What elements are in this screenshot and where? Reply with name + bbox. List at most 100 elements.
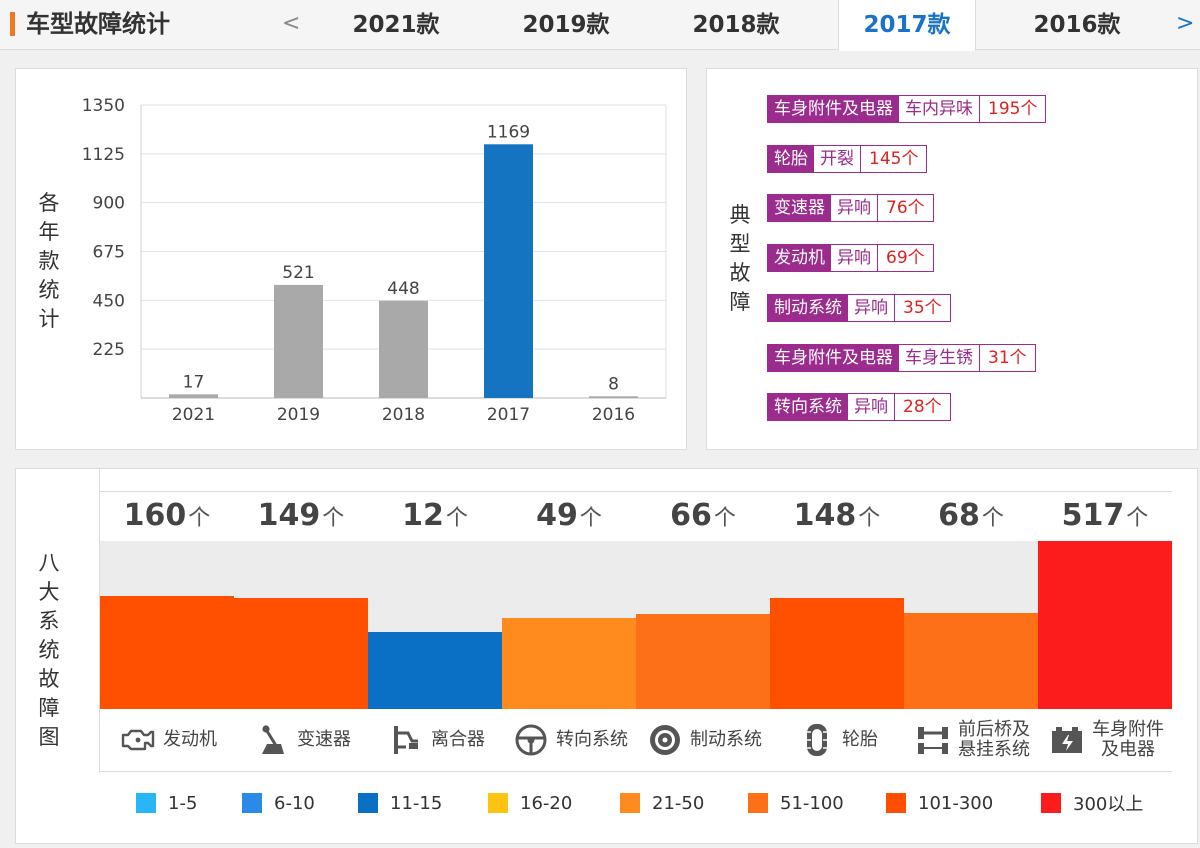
fault-issue: 异响	[831, 245, 877, 272]
y-tick-label: 675	[93, 243, 125, 263]
fault-issue: 车身生锈	[899, 344, 979, 371]
side-label-char: 八	[38, 551, 60, 575]
system-bar	[100, 595, 234, 709]
fault-issue: 开裂	[814, 145, 860, 172]
legend-item: 11-15	[358, 791, 442, 815]
system-name-cell: 离合器	[368, 709, 502, 771]
next-tab-arrow[interactable]: >	[1176, 11, 1195, 36]
system-bar-track	[904, 541, 1038, 709]
system-count: 517个	[1038, 491, 1172, 541]
system-column: 68个前后桥及 悬挂系统	[904, 491, 1038, 771]
system-name-line: 变速器	[297, 729, 351, 750]
y-tick-label: 1125	[82, 145, 125, 165]
page-title: 车型故障统计	[26, 10, 170, 38]
legend-swatch	[488, 793, 508, 813]
legend-item: 1-5	[136, 791, 197, 815]
fault-item: 轮胎 开裂 145个	[767, 144, 928, 173]
fault-item: 变速器 异响 76个	[767, 194, 934, 223]
title-accent-bar	[10, 12, 15, 36]
system-name-cell: 前后桥及 悬挂系统	[904, 709, 1038, 771]
system-count-value: 68	[938, 498, 980, 533]
system-name-line: 及电器	[1101, 739, 1155, 760]
system-bar-track	[1038, 541, 1172, 709]
legend-label: 300以上	[1073, 794, 1144, 815]
typical-faults-panel: 典 型 故 障 车身附件及电器 车内异味 195个 轮胎 开裂 145个 变速器 异响 76个发…	[706, 68, 1198, 450]
system-name: 变速器	[297, 730, 351, 750]
system-count-unit: 个	[858, 506, 881, 531]
legend-label: 1-5	[168, 792, 198, 814]
legend-item: 300以上	[1041, 791, 1143, 815]
bar-2018	[379, 300, 428, 398]
system-name-line: 离合器	[431, 729, 485, 750]
system-column: 49个转向系统	[502, 491, 636, 771]
y-tick-label: 1350	[82, 96, 125, 116]
system-name-line: 制动系统	[690, 729, 762, 750]
battery-icon	[1046, 722, 1088, 758]
system-count-unit: 个	[445, 506, 468, 531]
fault-count: 28个	[894, 394, 950, 421]
system-name-cell: 车身附件 及电器	[1038, 709, 1172, 771]
legend-item: 101-300	[886, 791, 993, 815]
legend-label: 21-50	[652, 792, 705, 814]
system-count-unit: 个	[713, 506, 736, 531]
system-name: 轮胎	[842, 730, 878, 750]
system-bar	[636, 613, 770, 709]
tab-2016[interactable]: 2016款	[1033, 12, 1121, 38]
side-label-char: 障	[729, 290, 751, 314]
system-count-unit: 个	[579, 506, 602, 531]
x-tick-label: 2019	[277, 405, 320, 425]
steering-wheel-icon	[510, 722, 552, 758]
system-count-unit: 个	[1126, 506, 1149, 531]
system-bar	[234, 597, 368, 709]
fault-count: 69个	[877, 245, 933, 272]
system-count-unit: 个	[981, 506, 1004, 531]
system-name-cell: 发动机	[100, 709, 234, 771]
suspension-icon	[912, 722, 954, 758]
systems-table: 160个 发动机 149个 变速器 12个 离合器 49个 转向系统 66个 制动系统 148个 轮胎…	[99, 469, 1172, 773]
legend-swatch	[620, 793, 640, 813]
system-name-cell: 轮胎	[770, 709, 904, 771]
side-label-char: 障	[38, 696, 60, 720]
fault-issue: 异响	[831, 195, 877, 222]
fault-category: 转向系统	[768, 394, 848, 421]
system-bar-track	[100, 541, 234, 709]
system-name-cell: 制动系统	[636, 709, 770, 771]
fault-category: 车身附件及电器	[768, 96, 899, 122]
legend-swatch	[1041, 793, 1061, 813]
bar-value-label: 17	[183, 372, 205, 392]
side-label-char: 统	[38, 638, 60, 662]
tab-2021[interactable]: 2021款	[352, 12, 440, 38]
fault-count: 195个	[979, 96, 1046, 122]
system-count: 149个	[234, 491, 368, 541]
tab-2017[interactable]: 2017款	[838, 0, 976, 51]
fault-category: 轮胎	[768, 145, 814, 172]
tab-2019[interactable]: 2019款	[522, 12, 610, 38]
prev-tab-arrow[interactable]: <	[282, 11, 301, 36]
system-column: 148个 轮胎	[770, 491, 904, 771]
y-tick-label: 900	[93, 194, 125, 214]
fault-item: 车身附件及电器 车内异味 195个	[767, 95, 1047, 123]
side-label-char: 故	[38, 667, 60, 691]
system-bar-track	[368, 541, 502, 709]
gearshift-icon	[251, 722, 293, 758]
system-name: 转向系统	[556, 730, 628, 750]
system-name-cell: 变速器	[234, 709, 368, 771]
legend-label: 11-15	[390, 792, 443, 814]
fault-issue: 异响	[848, 294, 894, 321]
faults-side-label: 典 型 故 障	[723, 201, 757, 317]
side-label-char: 统	[38, 278, 60, 302]
fault-count: 35个	[894, 294, 950, 321]
system-bar	[770, 597, 904, 709]
system-bar-track	[770, 541, 904, 709]
y-tick-label: 450	[93, 291, 125, 311]
system-name-line: 悬挂系统	[958, 739, 1030, 760]
tab-2018[interactable]: 2018款	[692, 12, 780, 38]
fault-category: 变速器	[768, 195, 831, 222]
system-count-value: 517	[1061, 498, 1125, 533]
system-count-value: 149	[257, 498, 321, 533]
table-top-border	[100, 491, 1172, 492]
legend-item: 21-50	[620, 791, 704, 815]
systems-side-label: 八 大 系 统 故 障 图	[32, 549, 66, 752]
system-count: 49个	[502, 491, 636, 541]
system-bar	[368, 632, 502, 709]
